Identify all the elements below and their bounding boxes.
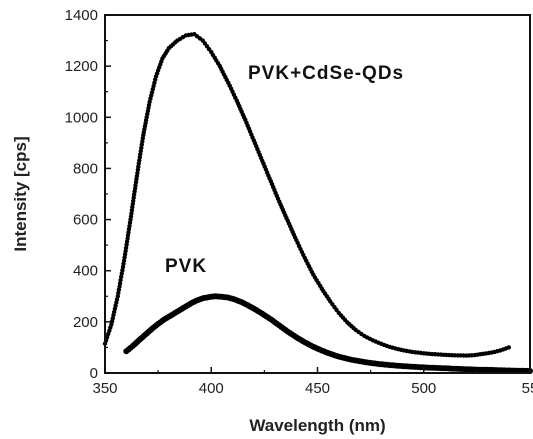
- series-pvk: [123, 293, 533, 374]
- data-point: [117, 281, 123, 286]
- data-point: [125, 236, 130, 241]
- x-tick-label: 450: [305, 380, 330, 397]
- y-tick-label: 1400: [65, 7, 98, 24]
- y-tick-label: 600: [73, 212, 98, 229]
- series-pvk-cdse-qds: [102, 32, 511, 358]
- x-tick-label: 400: [199, 380, 224, 397]
- x-tick-label: 55: [522, 380, 533, 397]
- y-tick-label: 0: [90, 365, 98, 382]
- x-tick-label: 350: [92, 380, 117, 397]
- data-point: [116, 287, 122, 292]
- y-tick-label: 200: [73, 314, 98, 331]
- y-tick-label: 1000: [65, 109, 98, 126]
- data-point: [115, 294, 121, 299]
- y-axis-label: Intensity [cps]: [11, 136, 30, 251]
- y-tick-label: 400: [73, 263, 98, 280]
- annotation-pvk: PVK: [165, 256, 207, 277]
- data-point: [119, 271, 125, 276]
- data-point: [119, 274, 124, 279]
- y-tick-label: 800: [73, 160, 98, 177]
- y-tick-label: 1200: [65, 58, 98, 75]
- data-point: [120, 264, 126, 270]
- annotation-pvk-cdse-qds: PVK+CdSe-QDs: [248, 63, 404, 84]
- x-tick-label: 500: [411, 380, 436, 397]
- x-axis-label: Wavelength (nm): [249, 416, 385, 435]
- data-point: [506, 345, 511, 350]
- axis-ticks: 350400450500550200400600800100012001400: [65, 7, 533, 397]
